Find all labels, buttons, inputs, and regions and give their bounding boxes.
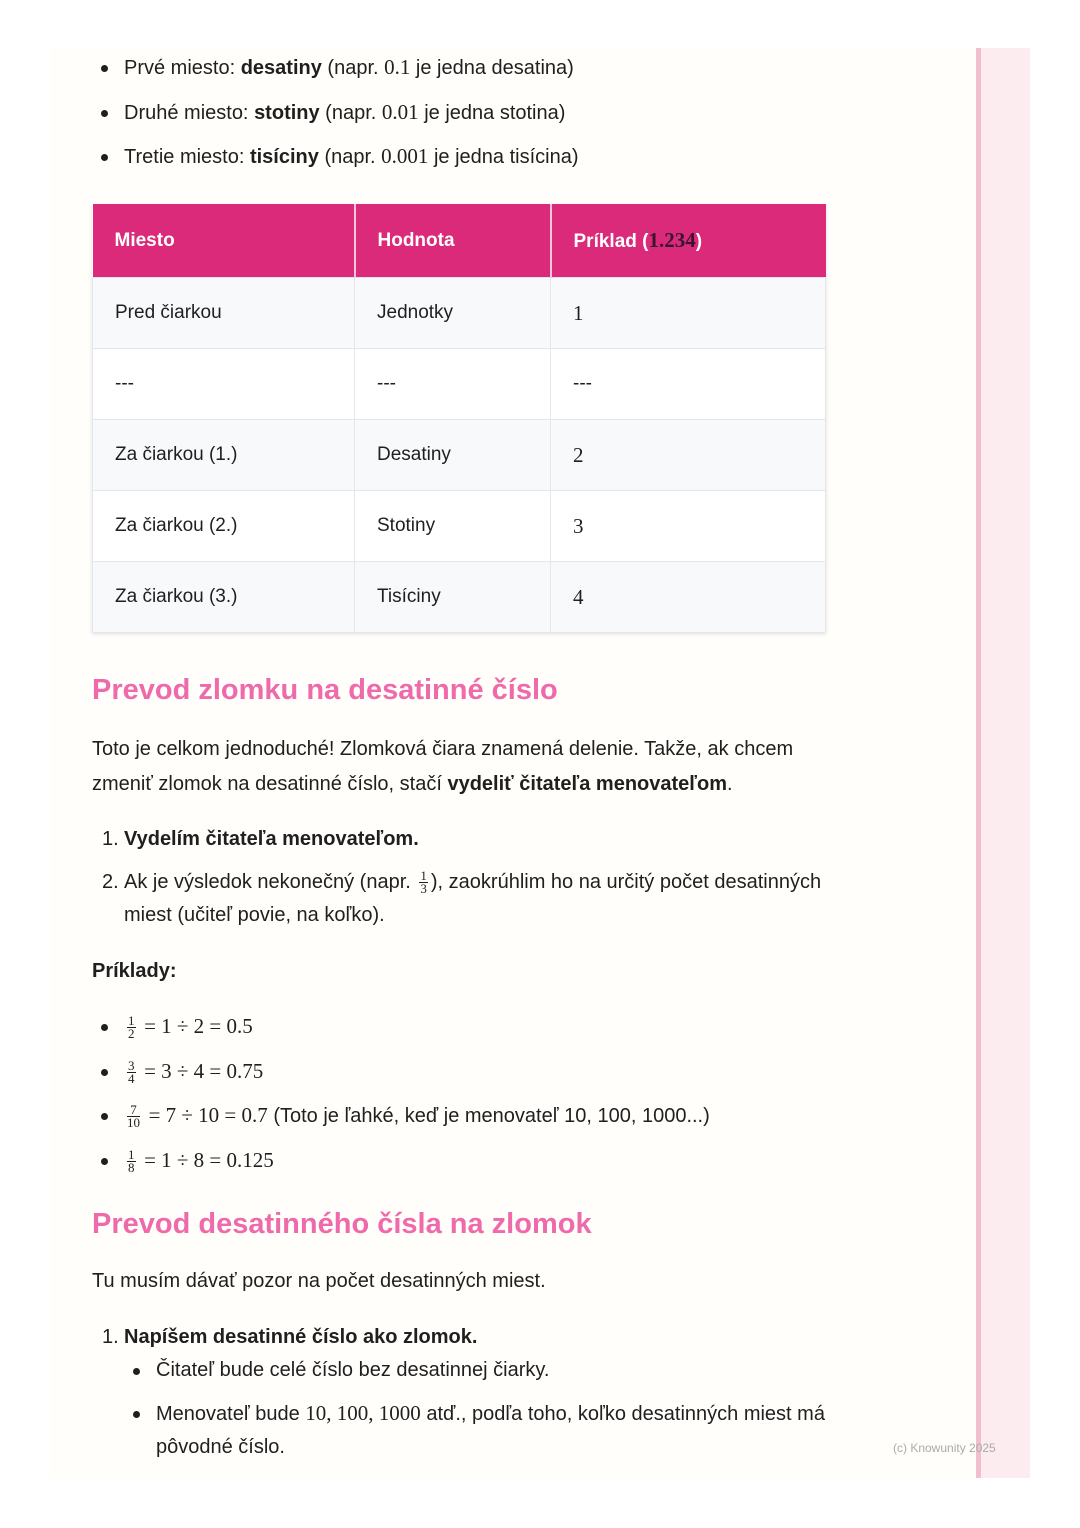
steps-list-2: 1. Napíšem desatinné číslo ako zlomok. Či… <box>92 1321 832 1474</box>
table-row: --- --- --- <box>92 348 826 420</box>
list-item: 7 10 = 7 ÷ 10 = 0.7 (Toto je ľahké, keď j… <box>92 1099 832 1133</box>
sub-list-item: Menovateľ bude 10, 100, 1000 atď., podľa… <box>124 1397 836 1464</box>
table-row: Za čiarkou (1.) Desatiny 2 <box>92 419 826 491</box>
examples-label: Príklady: <box>92 960 177 982</box>
decimal-places-table: Miesto Hodnota Príklad (1.234) Pred čiar… <box>92 204 826 633</box>
list-item: Prvé miesto: desatiny (napr. 0.1 je jedn… <box>92 51 832 85</box>
table-row: Za čiarkou (2.) Stotiny 3 <box>92 490 826 562</box>
section-heading: Prevod desatinného čísla na zlomok <box>92 1208 592 1240</box>
list-item: Tretie miesto: tisíciny (napr. 0.001 je … <box>92 140 832 174</box>
steps-list: 1. Vydelím čitateľa menovateľom. 2. Ak je … <box>92 823 832 942</box>
sub-list-item: Čitateľ bude celé číslo bez desatinnej č… <box>124 1354 832 1387</box>
table-header-row: Miesto Hodnota Príklad (1.234) <box>92 204 826 278</box>
copyright-watermark: (c) Knowunity 2025 <box>893 1441 996 1455</box>
header-priklad: Príklad (1.234) <box>550 204 826 278</box>
header-hodnota: Hodnota <box>354 204 552 278</box>
list-item: 1. Napíšem desatinné číslo ako zlomok. Či… <box>92 1321 832 1464</box>
table-row: Pred čiarkou Jednotky 1 <box>92 277 826 349</box>
table-row: Za čiarkou (3.) Tisíciny 4 <box>92 561 826 633</box>
intro-list: Prvé miesto: desatiny (napr. 0.1 je jedn… <box>92 51 832 185</box>
list-item: Druhé miesto: stotiny (napr. 0.01 je jed… <box>92 96 832 130</box>
page-edge-strip <box>976 48 1030 1478</box>
paragraph: Toto je celkom jednoduché! Zlomková čiar… <box>92 738 794 795</box>
header-miesto: Miesto <box>92 204 356 278</box>
list-item: 2. Ak je výsledok nekonečný (napr. 1 3), z… <box>102 868 822 926</box>
list-item: 1. Vydelím čitateľa menovateľom. <box>102 828 419 850</box>
paragraph: Tu musím dávať pozor na počet desatinnýc… <box>92 1270 546 1292</box>
section-heading: Prevod zlomku na desatinné číslo <box>92 674 558 706</box>
